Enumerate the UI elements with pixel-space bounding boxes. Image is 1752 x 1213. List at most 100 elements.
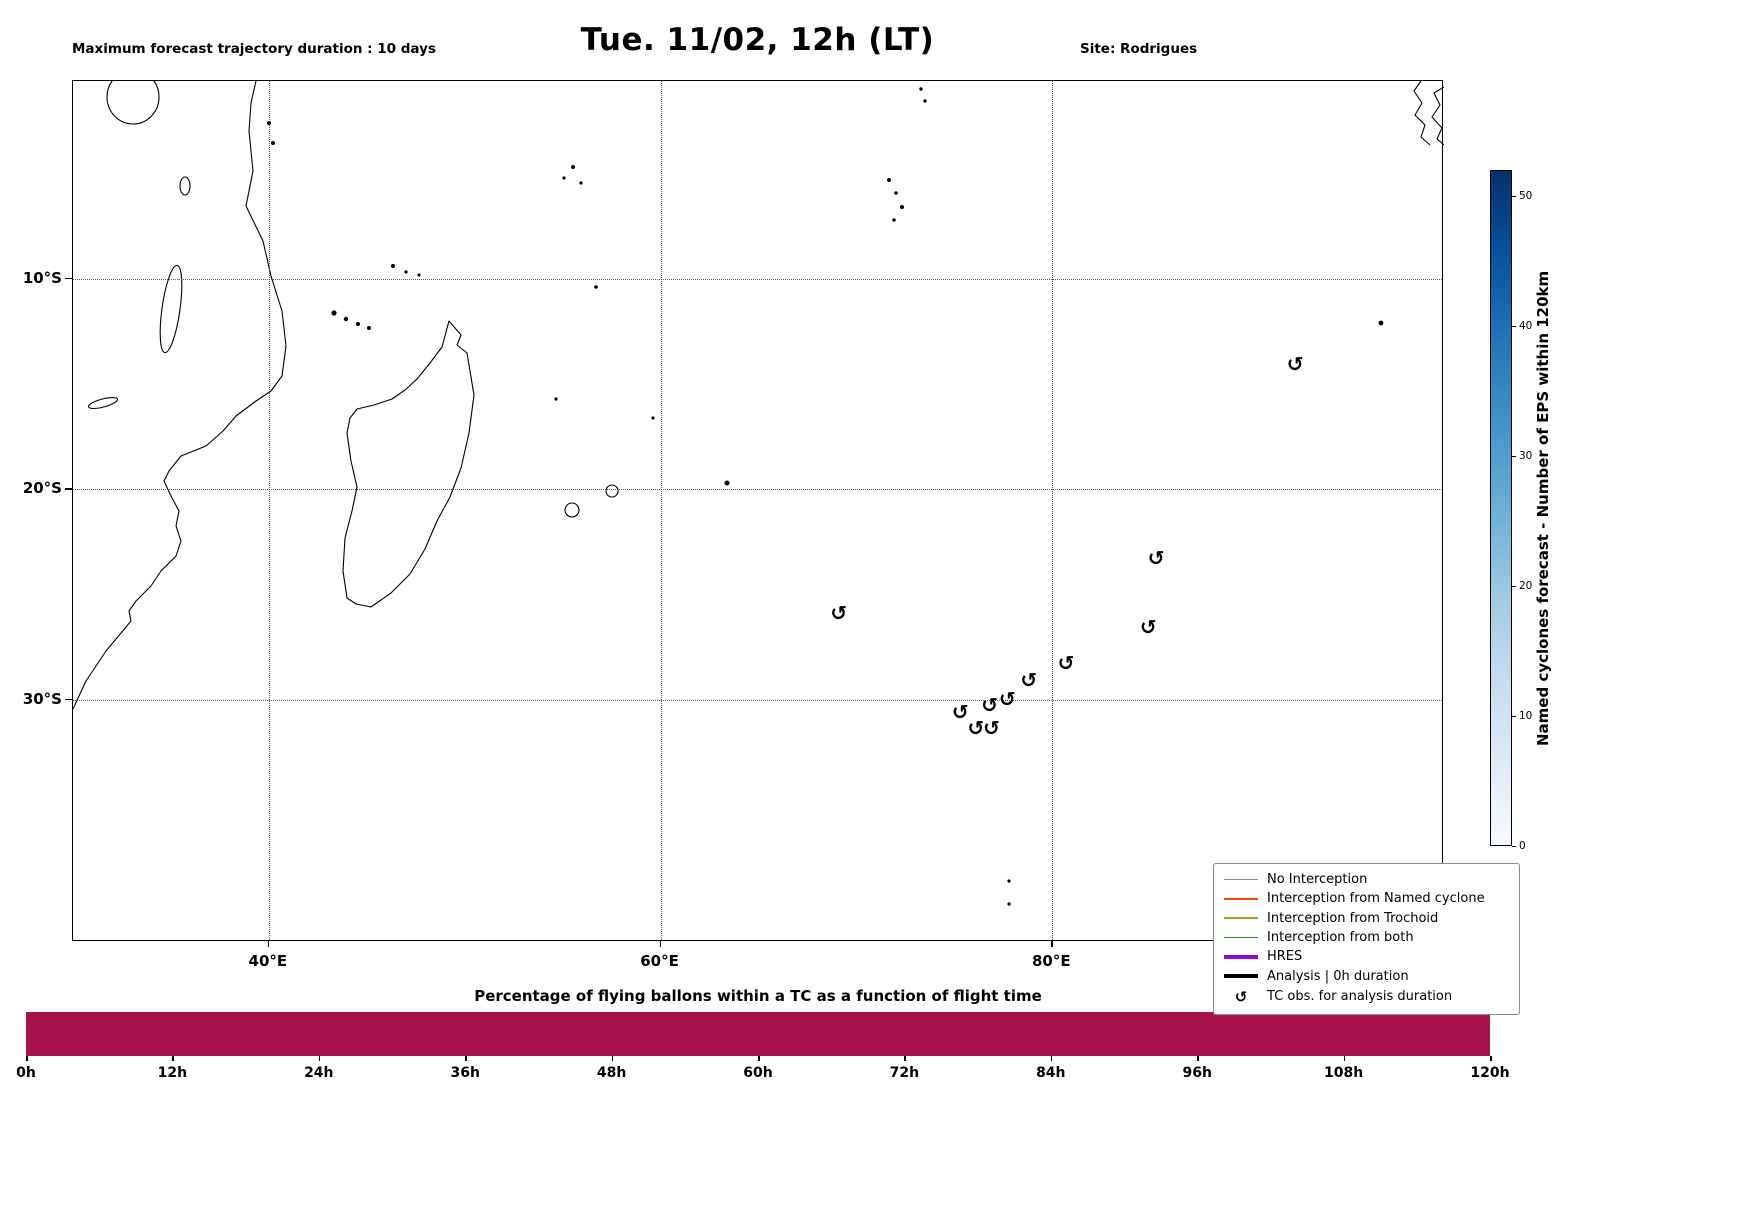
lon-gridline [268,81,270,940]
lat-tick-label: 20°S [22,479,62,498]
lake-victoria [106,81,160,125]
tc-obs-marker: ↺ [1020,667,1038,692]
small-lake [179,176,191,196]
colorbar-tick-label: 10 [1519,710,1533,722]
bottom-chart-title: Percentage of flying ballons within a TC… [474,987,1042,1005]
legend-item-label: HRES [1267,949,1303,965]
time-tick-label: 84h [1036,1065,1066,1081]
time-tick-label: 0h [16,1065,36,1081]
legend-item-label: TC obs. for analysis duration [1267,989,1453,1005]
lat-tick-label: 10°S [22,268,62,287]
colorbar-tick-label: 0 [1519,840,1526,852]
colorbar-tick-label: 20 [1519,580,1533,592]
mauritius-island [605,484,619,498]
time-tick-label: 24h [304,1065,334,1081]
tc-obs-marker: ↺ [967,716,985,741]
lat-tick-mark [65,277,72,280]
coastlines [73,81,1444,906]
tc-obs-marker: ↺ [830,600,848,625]
lat-tick-label: 30°S [22,689,62,708]
time-tick-mark [1343,1056,1346,1061]
legend-item-label: Interception from Named cyclone [1267,891,1485,907]
legend-line [1224,917,1258,919]
lat-gridline [73,489,1442,491]
time-tick-mark [318,1056,321,1061]
site-info-line: Site: Rodrigues [1080,41,1198,57]
legend-line [1224,878,1258,881]
time-tick-mark [26,1056,28,1061]
tc-obs-marker: ↺ [1286,351,1304,376]
time-tick-label: 60h [743,1065,773,1081]
legend-line [1224,898,1258,900]
tc-obs-legend-marker: ↺ [1234,987,1248,1006]
time-tick-label: 96h [1182,1065,1212,1081]
legend-item: HRES [1224,949,1509,964]
lat-gridline [73,278,1442,280]
lake-malawi [159,264,183,354]
tc-obs-marker: ↺ [1057,650,1075,675]
lat-tick-mark [65,488,72,490]
time-tick-label: 120h [1470,1065,1510,1081]
tc-obs-marker: ↺ [1147,545,1165,570]
flight-time-bar [26,1012,1490,1056]
lon-tick-mark [1051,941,1053,947]
legend-item: ↺ TC obs. for analysis duration [1224,988,1509,1006]
legend-line-sample [1224,898,1258,900]
time-tick-label: 72h [889,1065,920,1081]
colorbar-tick-mark [1512,326,1516,328]
legend-item-label: Analysis | 0h duration [1267,968,1409,984]
tc-obs-marker: ↺ [1139,615,1157,640]
lon-tick-label: 40°E [248,952,288,970]
legend: No Interception Interception from Named c… [1213,863,1520,1015]
legend-item: Interception from Named cyclone [1224,891,1509,906]
colorbar-tick-mark [1512,586,1516,588]
tc-obs-marker: ↺ [998,686,1016,711]
colorbar-tick-mark [1512,196,1516,198]
time-tick-mark [904,1056,906,1061]
time-tick-mark [1197,1056,1199,1061]
reunion-island [564,502,580,518]
lat-tick-mark [65,698,72,701]
colorbar-tick-mark [1512,846,1516,848]
legend-item-label: Interception from both [1267,929,1414,945]
legend-item: Analysis | 0h duration [1224,969,1509,984]
colorbar-tick-label: 30 [1519,450,1533,462]
tc-obs-marker: ↺ [951,699,969,724]
time-tick-label: 12h [157,1065,188,1081]
lon-tick-label: 60°E [640,952,679,970]
plot-title: Tue. 11/02, 12h (LT) [580,22,935,58]
legend-line-sample [1224,936,1258,939]
madagascar-coastline [342,320,475,608]
sumatra-coastline [1413,81,1431,146]
time-tick-mark [611,1056,614,1061]
legend-item: Interception from both [1224,930,1509,945]
colorbar [1490,170,1512,846]
time-tick-label: 108h [1323,1065,1364,1081]
cahora-bassa [87,396,119,410]
legend-item: No Interception [1224,872,1509,887]
legend-line [1224,936,1258,939]
colorbar-tick-label: 40 [1519,320,1533,332]
legend-line [1224,974,1258,979]
legend-line [1224,954,1258,959]
lon-tick-mark [267,941,270,947]
tc-obs-marker: ↺ [983,716,1000,741]
time-tick-mark [172,1056,174,1061]
legend-line-sample [1224,974,1258,979]
legend-item: Interception from Trochoid [1224,911,1509,926]
time-tick-mark [1050,1056,1053,1061]
tc-obs-marker: ↺ [981,693,998,718]
legend-item-label: No Interception [1267,872,1368,887]
island-dots [267,87,1384,906]
lat-gridline [73,699,1442,701]
sumatra-coastline [1431,86,1444,146]
colorbar-tick-mark [1512,456,1516,458]
param-line: Maximum forecast trajectory duration : 1… [72,41,436,57]
lon-tick-label: 80°E [1031,952,1071,970]
legend-line-sample [1224,917,1258,919]
colorbar-label: Named cyclones forecast - Number of EPS … [1534,270,1552,746]
time-tick-mark [465,1056,467,1061]
time-tick-mark [758,1056,760,1061]
time-tick-mark [1490,1056,1492,1061]
